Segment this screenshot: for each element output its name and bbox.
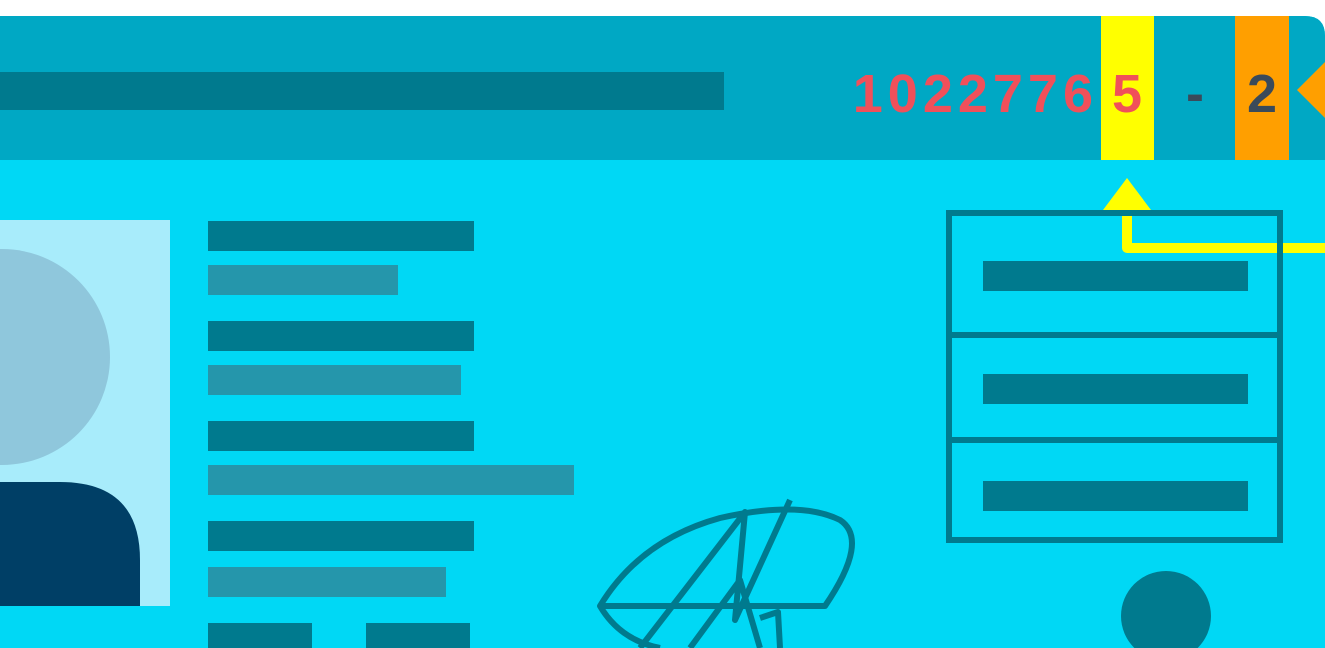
header-bar [0,72,724,110]
table-bar [983,374,1248,404]
check-digit: 5 [1112,64,1142,124]
table-bar [983,261,1248,291]
field-value-bar [208,365,461,395]
page: 1022776 5 - 2 (() => { const data = JSO [0,0,1325,648]
id-number-main: 1022776 [853,64,1098,124]
field-label-bar [208,421,474,451]
field-label-bar [366,623,470,648]
field-value-bar [208,265,398,295]
field-value-bar [208,567,446,597]
field-label-bar [208,623,312,648]
version: 2 [1247,64,1277,124]
field-label-bar [208,321,474,351]
field-value-bar [208,465,574,495]
separator: - [1186,64,1204,124]
field-label-bar [208,221,474,251]
field-label-bar [208,521,474,551]
photo-body [0,482,140,606]
table-bar [983,481,1248,511]
id-card-illustration: 1022776 5 - 2 [0,0,1325,648]
